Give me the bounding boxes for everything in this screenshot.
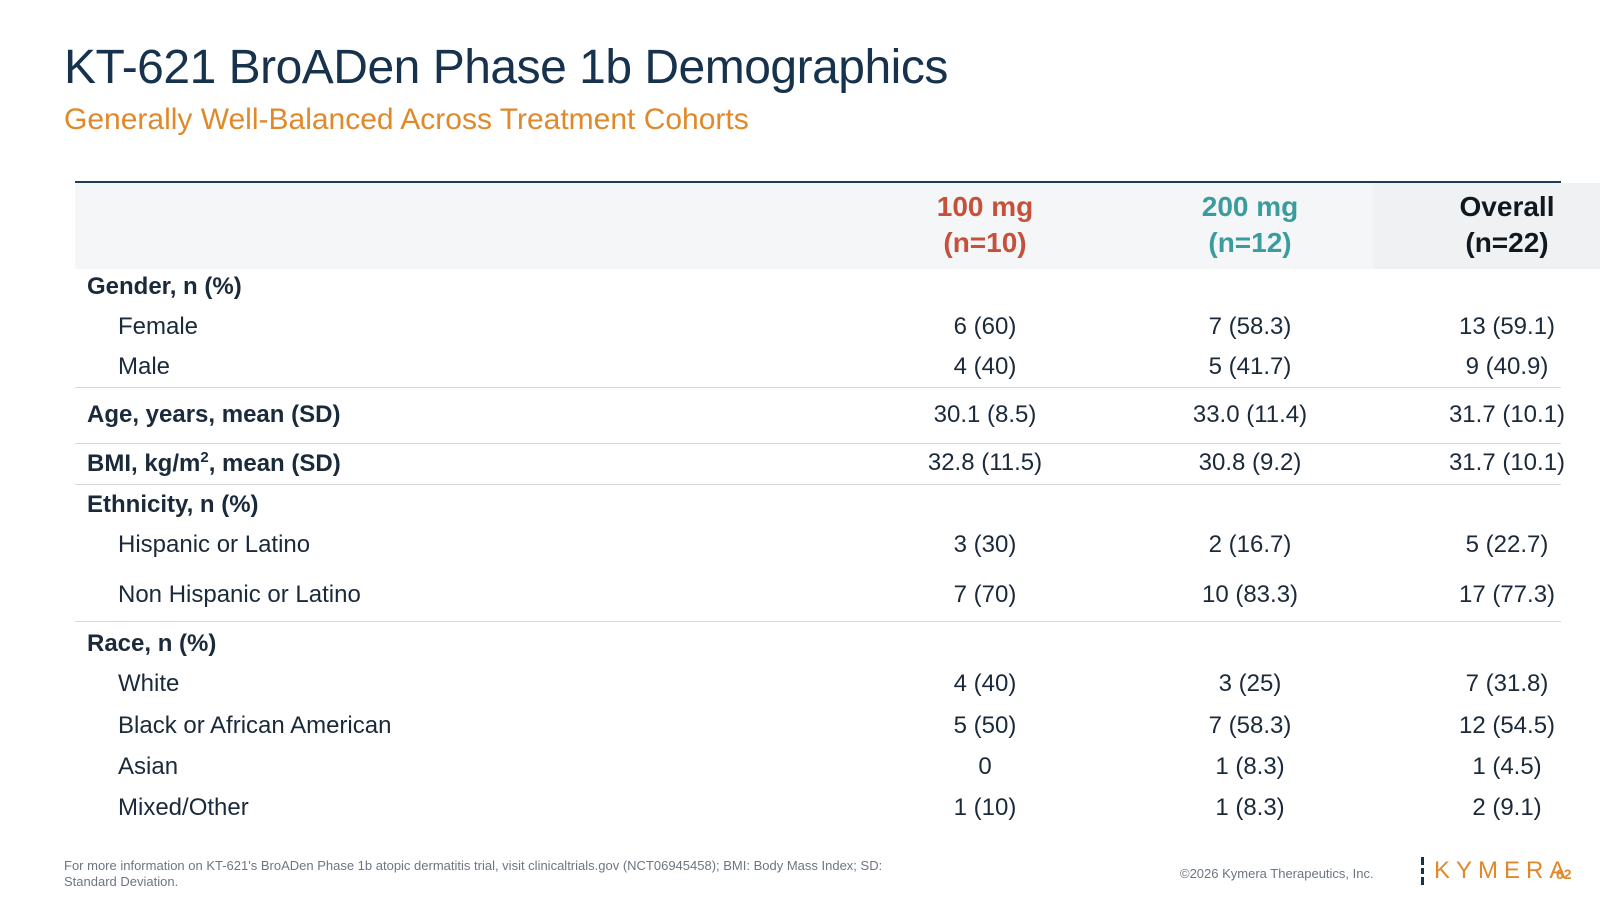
cell-200mg: 30.8 (9.2) xyxy=(1198,449,1302,476)
row-label: Race, n (%) xyxy=(87,630,217,657)
cell-100mg: 4 (40) xyxy=(953,353,1017,380)
cell-200mg: 2 (16.7) xyxy=(1208,531,1292,558)
cell-100mg: 3 (30) xyxy=(953,531,1017,558)
row-label: Ethnicity, n (%) xyxy=(87,491,259,518)
cell-overall: 31.7 (10.1) xyxy=(1448,401,1566,428)
demographics-table: 100 mg (n=10) 200 mg (n=12) Overall (n=2… xyxy=(75,181,1600,829)
header-overall-label: Overall xyxy=(1459,191,1555,222)
cell-100mg: 7 (70) xyxy=(953,581,1017,608)
row-label: Gender, n (%) xyxy=(87,273,242,300)
footnote: For more information on KT-621's BroADen… xyxy=(64,858,883,889)
cell-200mg: 7 (58.3) xyxy=(1208,313,1292,340)
cell-200mg: 10 (83.3) xyxy=(1201,581,1299,608)
table-row-ethnicity: Ethnicity, n (%) xyxy=(75,484,1561,529)
overall-header-background xyxy=(1373,183,1600,269)
cell-overall: 1 (4.5) xyxy=(1472,753,1542,780)
cell-100mg: 30.1 (8.5) xyxy=(933,401,1037,428)
header-100mg-n: (n=10) xyxy=(943,227,1027,258)
cell-overall: 17 (77.3) xyxy=(1458,581,1556,608)
logo-mark-icon xyxy=(1418,857,1428,885)
row-label: BMI, kg/m2, mean (SD) xyxy=(87,449,341,478)
cell-200mg: 1 (8.3) xyxy=(1215,794,1285,821)
row-label: Asian xyxy=(118,753,179,780)
cell-overall: 7 (31.8) xyxy=(1465,670,1549,697)
table-row-black: Black or African American 5 (50) 7 (58.3… xyxy=(75,706,1561,747)
cell-100mg: 32.8 (11.5) xyxy=(927,449,1043,476)
row-label: Black or African American xyxy=(118,712,392,739)
table-row-gender: Gender, n (%) xyxy=(75,269,1561,307)
bmi-label-main: BMI, kg/m xyxy=(87,450,201,477)
bmi-label-superscript: 2 xyxy=(200,449,209,466)
row-label: Female xyxy=(118,313,199,340)
row-label: White xyxy=(118,670,180,697)
cell-100mg: 0 xyxy=(978,753,992,780)
cell-100mg: 1 (10) xyxy=(953,794,1017,821)
copyright: ©2026 Kymera Therapeutics, Inc. xyxy=(1180,866,1374,881)
table-row-female: Female 6 (60) 7 (58.3) 13 (59.1) xyxy=(75,307,1561,347)
cell-100mg: 6 (60) xyxy=(953,313,1017,340)
cell-overall: 13 (59.1) xyxy=(1458,313,1556,340)
row-label: Mixed/Other xyxy=(118,794,249,821)
page-title: KT-621 BroADen Phase 1b Demographics xyxy=(64,41,948,94)
page-subtitle: Generally Well-Balanced Across Treatment… xyxy=(64,103,749,136)
header-200mg-n: (n=12) xyxy=(1208,227,1292,258)
cell-100mg: 5 (50) xyxy=(953,712,1017,739)
header-overall: Overall (n=22) xyxy=(1397,189,1600,261)
cell-overall: 2 (9.1) xyxy=(1472,794,1542,821)
cell-200mg: 5 (41.7) xyxy=(1208,353,1292,380)
table-row-mixed: Mixed/Other 1 (10) 1 (8.3) 2 (9.1) xyxy=(75,788,1561,829)
cell-overall: 9 (40.9) xyxy=(1465,353,1549,380)
table-row-asian: Asian 0 1 (8.3) 1 (4.5) xyxy=(75,747,1561,788)
table-row-white: White 4 (40) 3 (25) 7 (31.8) xyxy=(75,664,1561,706)
header-overall-n: (n=22) xyxy=(1465,227,1549,258)
bmi-label-suffix: , mean (SD) xyxy=(208,450,341,477)
table-row-nonhispanic: Non Hispanic or Latino 7 (70) 10 (83.3) … xyxy=(75,573,1561,621)
header-200mg-dose: 200 mg xyxy=(1201,191,1299,222)
table-row-age: Age, years, mean (SD) 30.1 (8.5) 33.0 (1… xyxy=(75,387,1565,443)
cell-overall: 5 (22.7) xyxy=(1465,531,1549,558)
cell-overall: 12 (54.5) xyxy=(1458,712,1556,739)
row-label: Non Hispanic or Latino xyxy=(118,581,361,608)
row-label: Age, years, mean (SD) xyxy=(87,401,341,428)
cell-200mg: 1 (8.3) xyxy=(1215,753,1285,780)
row-label: Male xyxy=(118,353,171,380)
table-row-hispanic: Hispanic or Latino 3 (30) 2 (16.7) 5 (22… xyxy=(75,529,1561,573)
cell-overall: 31.7 (10.1) xyxy=(1448,449,1566,476)
cell-200mg: 7 (58.3) xyxy=(1208,712,1292,739)
cell-100mg: 4 (40) xyxy=(953,670,1017,697)
header-100mg: 100 mg (n=10) xyxy=(875,189,1095,261)
table-header: 100 mg (n=10) 200 mg (n=12) Overall (n=2… xyxy=(75,181,1600,269)
row-label: Hispanic or Latino xyxy=(118,531,311,558)
logo-text: KYMERA xyxy=(1434,857,1572,884)
header-200mg: 200 mg (n=12) xyxy=(1140,189,1360,261)
header-100mg-dose: 100 mg xyxy=(936,191,1034,222)
cell-200mg: 3 (25) xyxy=(1218,670,1282,697)
cell-200mg: 33.0 (11.4) xyxy=(1192,401,1308,428)
kymera-logo: KYMERA xyxy=(1418,856,1571,886)
page-number: 62 xyxy=(1556,866,1572,882)
table-row-race: Race, n (%) xyxy=(75,621,1561,664)
table-row-male: Male 4 (40) 5 (41.7) 9 (40.9) xyxy=(75,347,1561,387)
table-row-bmi: BMI, kg/m2, mean (SD) 32.8 (11.5) 30.8 (… xyxy=(75,443,1565,484)
